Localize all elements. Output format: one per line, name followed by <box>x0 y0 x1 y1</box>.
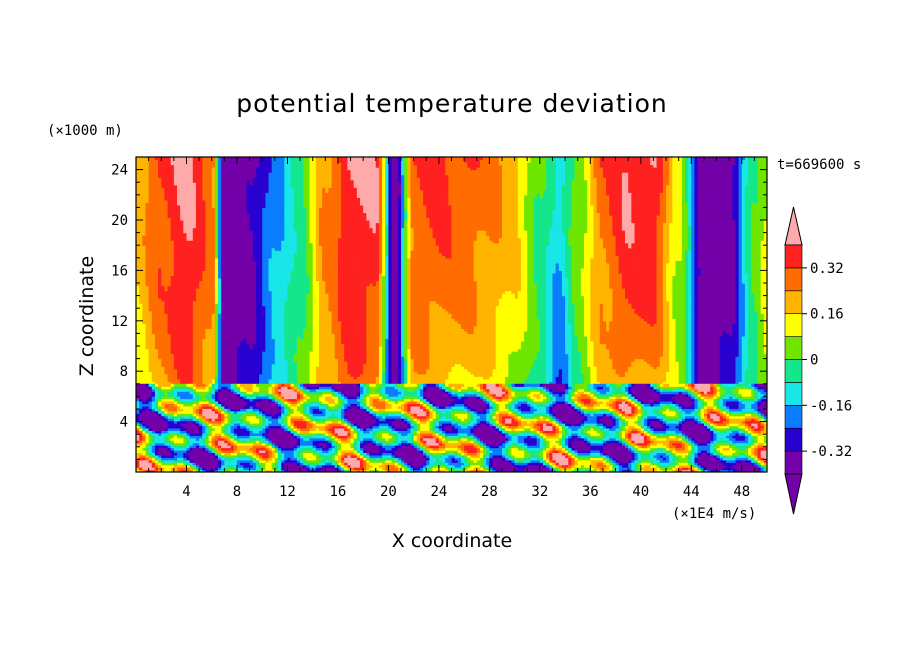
y-axis-label: Z coordinate <box>76 256 98 376</box>
heatmap-field <box>136 157 768 473</box>
y-unit-label: (×1000 m) <box>47 123 123 139</box>
chart-title: potential temperature deviation <box>236 89 667 118</box>
x-axis-label: X coordinate <box>392 530 512 552</box>
plot-area <box>136 157 768 473</box>
time-label: t=669600 s <box>777 157 861 173</box>
chart: potential temperature deviation (×1000 m… <box>0 0 904 654</box>
x-unit-label: (×1E4 m/s) <box>672 506 756 522</box>
